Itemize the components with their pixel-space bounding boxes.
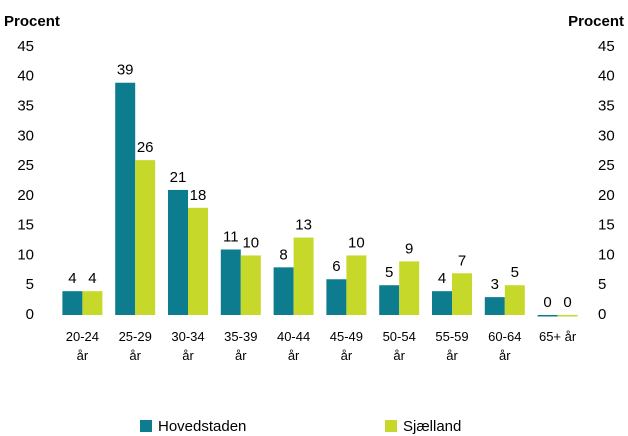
- data-label: 7: [458, 252, 466, 269]
- y-tick-label: 20: [17, 187, 34, 204]
- x-tick-label: 30-34 år: [171, 329, 205, 363]
- x-tick-label: 35-39 år: [224, 329, 258, 363]
- data-label: 10: [242, 234, 259, 251]
- data-label: 26: [137, 139, 154, 156]
- legend-label: Sjælland: [403, 418, 461, 435]
- x-tick-label: 55-59 år: [435, 329, 469, 363]
- y2-tick-label: 15: [598, 217, 615, 234]
- y-tick-label: 45: [17, 38, 34, 55]
- y2-tick-label: 25: [598, 157, 615, 174]
- bar: [504, 285, 525, 315]
- bar: [115, 82, 136, 315]
- y2-tick-label: 5: [598, 276, 606, 293]
- data-label: 4: [68, 270, 76, 287]
- y2-tick-label: 10: [598, 246, 615, 263]
- data-label: 0: [563, 294, 571, 311]
- bar: [346, 255, 367, 315]
- bar: [326, 279, 347, 315]
- y-tick-label: 0: [26, 306, 34, 323]
- legend-swatch: [385, 420, 397, 432]
- bar: [452, 273, 472, 315]
- bar: [62, 291, 83, 315]
- x-tick-label: 60-64 år: [488, 329, 522, 363]
- data-label: 9: [405, 240, 413, 257]
- data-label: 4: [88, 270, 96, 287]
- legend-swatch: [140, 420, 152, 432]
- data-label: 10: [348, 234, 365, 251]
- x-tick-label: 45-49 år: [329, 329, 364, 363]
- bar: [220, 249, 241, 315]
- bar: [82, 291, 103, 315]
- y2-axis-label: Procent: [568, 13, 624, 30]
- data-label: 21: [170, 169, 187, 186]
- data-label: 8: [279, 246, 287, 263]
- bar: [379, 285, 400, 315]
- x-tick-label: 40-44 år: [276, 329, 311, 363]
- y-tick-label: 10: [17, 246, 34, 263]
- bar: [557, 315, 578, 317]
- y2-tick-label: 30: [598, 127, 615, 144]
- data-label: 11: [223, 228, 239, 245]
- y2-tick-label: 0: [598, 306, 606, 323]
- y-tick-label: 35: [17, 98, 34, 115]
- bar: [188, 207, 208, 315]
- bar: [168, 189, 188, 315]
- y2-tick-label: 45: [598, 38, 615, 55]
- y-tick-label: 30: [17, 127, 34, 144]
- data-label: 5: [385, 264, 393, 281]
- x-tick-label: 20-24 år: [65, 329, 100, 363]
- y-tick-label: 40: [17, 68, 34, 85]
- data-label: 5: [511, 264, 519, 281]
- y2-tick-label: 40: [598, 68, 615, 85]
- data-label: 6: [332, 258, 340, 275]
- bar: [432, 291, 452, 315]
- bar: [135, 160, 156, 315]
- bar: [273, 267, 294, 315]
- y-tick-label: 15: [17, 217, 34, 234]
- y2-tick-label: 35: [598, 98, 615, 115]
- data-label: 18: [190, 187, 207, 204]
- data-label: 3: [491, 276, 499, 293]
- data-label: 13: [295, 217, 312, 234]
- bar: [240, 255, 261, 315]
- bar: [399, 261, 420, 315]
- bar: [537, 315, 558, 317]
- bar: [293, 237, 314, 315]
- legend-label: Hovedstaden: [158, 418, 246, 435]
- y2-tick-label: 20: [598, 187, 615, 204]
- data-label: 39: [117, 62, 134, 79]
- data-label: 0: [543, 294, 551, 311]
- y-tick-label: 5: [26, 276, 34, 293]
- y-axis-label: Procent: [4, 13, 60, 30]
- bar: [484, 297, 505, 315]
- y-tick-label: 25: [17, 157, 34, 174]
- x-tick-label: 25-29 år: [118, 329, 152, 363]
- x-tick-label: 50-54 år: [382, 329, 416, 363]
- data-label: 4: [438, 270, 446, 287]
- x-tick-label: 65+ år: [538, 329, 577, 344]
